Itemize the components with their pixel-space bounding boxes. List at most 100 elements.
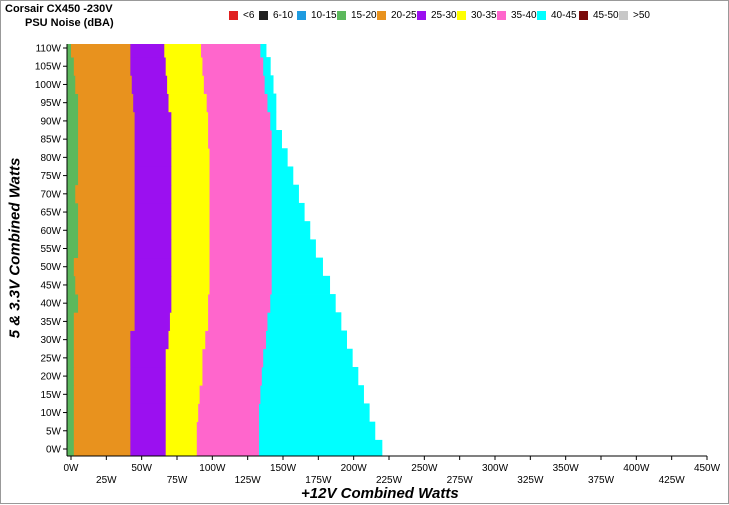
heatmap-cell-95w-40-45 [267, 93, 277, 113]
heatmap-cell-80w-40-45 [271, 148, 288, 167]
heatmap-cell-15w-40-45 [260, 385, 364, 404]
heatmap-cell-50w-25-30 [134, 257, 172, 277]
heatmap-cell-100w-30-35 [167, 75, 205, 94]
heatmap-cell-55w-15-20 [67, 239, 79, 259]
y-tick-label: 10W [40, 408, 61, 419]
heatmap-cell-100w-20-25 [75, 75, 133, 94]
heatmap-cell-60w-40-45 [271, 221, 311, 240]
heatmap-cell-80w-25-30 [134, 148, 172, 167]
heatmap-cell-45w-30-35 [171, 275, 210, 295]
heatmap-cell-0w-15-20 [67, 439, 75, 457]
heatmap-cell-60w-15-20 [67, 221, 79, 240]
heatmap-cell-20w-35-40 [202, 366, 263, 386]
y-tick-label: 20W [40, 372, 61, 383]
legend-swatch [537, 11, 546, 20]
heatmap-cell-75w-30-35 [171, 166, 210, 186]
y-tick-label: 80W [40, 153, 61, 164]
heatmap-cell-65w-25-30 [134, 202, 172, 222]
legend-swatch [377, 11, 386, 20]
heatmap-cell-35w-35-40 [208, 312, 268, 331]
heatmap-cell-90w-25-30 [134, 111, 172, 131]
heatmap-cell-70w-25-30 [134, 184, 172, 204]
legend-label: 45-50 [593, 10, 619, 21]
y-tick-label: 65W [40, 208, 61, 219]
heatmap-cell-100w-35-40 [203, 75, 266, 94]
heatmap-cell-40w-35-40 [208, 294, 271, 313]
heatmap-cell-50w-40-45 [271, 257, 323, 277]
heatmap-cell-20w-20-25 [73, 366, 131, 386]
heatmap-cell-45w-40-45 [271, 275, 331, 295]
heatmap-cell-90w-15-20 [67, 111, 79, 131]
heatmap-cell-85w-25-30 [134, 130, 172, 149]
x-tick-label: 425W [659, 475, 686, 486]
heatmap-cells [67, 44, 383, 457]
heatmap-cell-0w-20-25 [73, 439, 131, 457]
chart-title: Corsair CX450 -230V [5, 3, 113, 15]
y-axis-label: 5 & 3.3V Combined Watts [6, 157, 24, 339]
x-tick-label: 325W [517, 475, 544, 486]
heatmap-cell-20w-40-45 [261, 366, 359, 386]
heatmap-cell-105w-40-45 [263, 57, 271, 76]
y-tick-label: 90W [40, 116, 61, 127]
heatmap-cell-5w-25-30 [130, 421, 167, 441]
x-tick-label: 400W [623, 463, 650, 474]
heatmap-cell-0w-30-35 [165, 439, 198, 457]
heatmap-cell-55w-40-45 [271, 239, 316, 259]
heatmap-cell-40w-30-35 [171, 294, 209, 313]
heatmap-cell-45w-35-40 [209, 275, 273, 295]
y-tick-label: 105W [35, 62, 62, 73]
heatmap-cell-70w-35-40 [209, 184, 273, 204]
x-tick-label: 75W [167, 475, 188, 486]
heatmap-cell-30w-20-25 [73, 330, 131, 350]
heatmap-cell-40w-40-45 [270, 294, 336, 313]
heatmap-cell-85w-15-20 [67, 130, 79, 149]
heatmap-cell-30w-25-30 [130, 330, 169, 350]
heatmap-cell-65w-40-45 [271, 202, 305, 222]
heatmap-cell-30w-35-40 [205, 330, 267, 350]
heatmap-cell-95w-20-25 [78, 93, 134, 113]
heatmap-cell-80w-20-25 [78, 148, 135, 167]
heatmap-cell-95w-30-35 [168, 93, 208, 113]
heatmap-cell-60w-35-40 [209, 221, 273, 240]
heatmap-cell-25w-30-35 [165, 348, 203, 368]
heatmap-cell-105w-25-30 [130, 57, 167, 76]
heatmap-cell-10w-20-25 [73, 403, 131, 423]
heatmap-cell-65w-30-35 [171, 202, 210, 222]
heatmap-cell-95w-25-30 [133, 93, 169, 113]
heatmap-cell-25w-35-40 [202, 348, 264, 368]
y-ticks: 0W 5W 10W 15W 20W 25W 30W 35W 40W 45W 50W 55W 60W 65W… [35, 44, 67, 456]
x-axis-label: +12V Combined Watts [301, 485, 459, 502]
heatmap-cell-10w-35-40 [198, 403, 260, 423]
heatmap-cell-65w-20-25 [78, 202, 135, 222]
heatmap-cell-5w-40-45 [258, 421, 376, 441]
heatmap-cell-5w-20-25 [73, 421, 131, 441]
y-tick-label: 30W [40, 335, 61, 346]
heatmap-cell-85w-20-25 [78, 130, 135, 149]
heatmap-cell-30w-40-45 [266, 330, 347, 350]
legend-swatch [619, 11, 628, 20]
heatmap-cell-15w-20-25 [73, 385, 131, 404]
heatmap-cell-50w-20-25 [73, 257, 135, 277]
heatmap-cell-45w-20-25 [75, 275, 135, 295]
y-tick-label: 60W [40, 226, 61, 237]
heatmap-cell-15w-25-30 [130, 385, 167, 404]
heatmap-cell-110w-35-40 [201, 44, 261, 58]
heatmap-cell-35w-15-20 [67, 312, 75, 331]
heatmap-cell-45w-15-20 [67, 275, 76, 295]
heatmap-cell-90w-40-45 [270, 111, 277, 131]
heatmap-cell-80w-30-35 [171, 148, 210, 167]
legend-label: <6 [243, 10, 255, 21]
heatmap-cell-55w-35-40 [209, 239, 273, 259]
heatmap-cell-10w-25-30 [130, 403, 167, 423]
y-tick-label: 85W [40, 135, 61, 146]
legend-label: >50 [633, 10, 650, 21]
x-tick-label: 25W [96, 475, 117, 486]
legend-label: 10-15 [311, 10, 337, 21]
y-tick-label: 50W [40, 262, 61, 273]
heatmap-cell-30w-15-20 [67, 330, 75, 350]
heatmap-cell-75w-20-25 [78, 166, 135, 186]
y-tick-label: 0W [46, 445, 62, 456]
x-tick-label: 125W [235, 475, 262, 486]
